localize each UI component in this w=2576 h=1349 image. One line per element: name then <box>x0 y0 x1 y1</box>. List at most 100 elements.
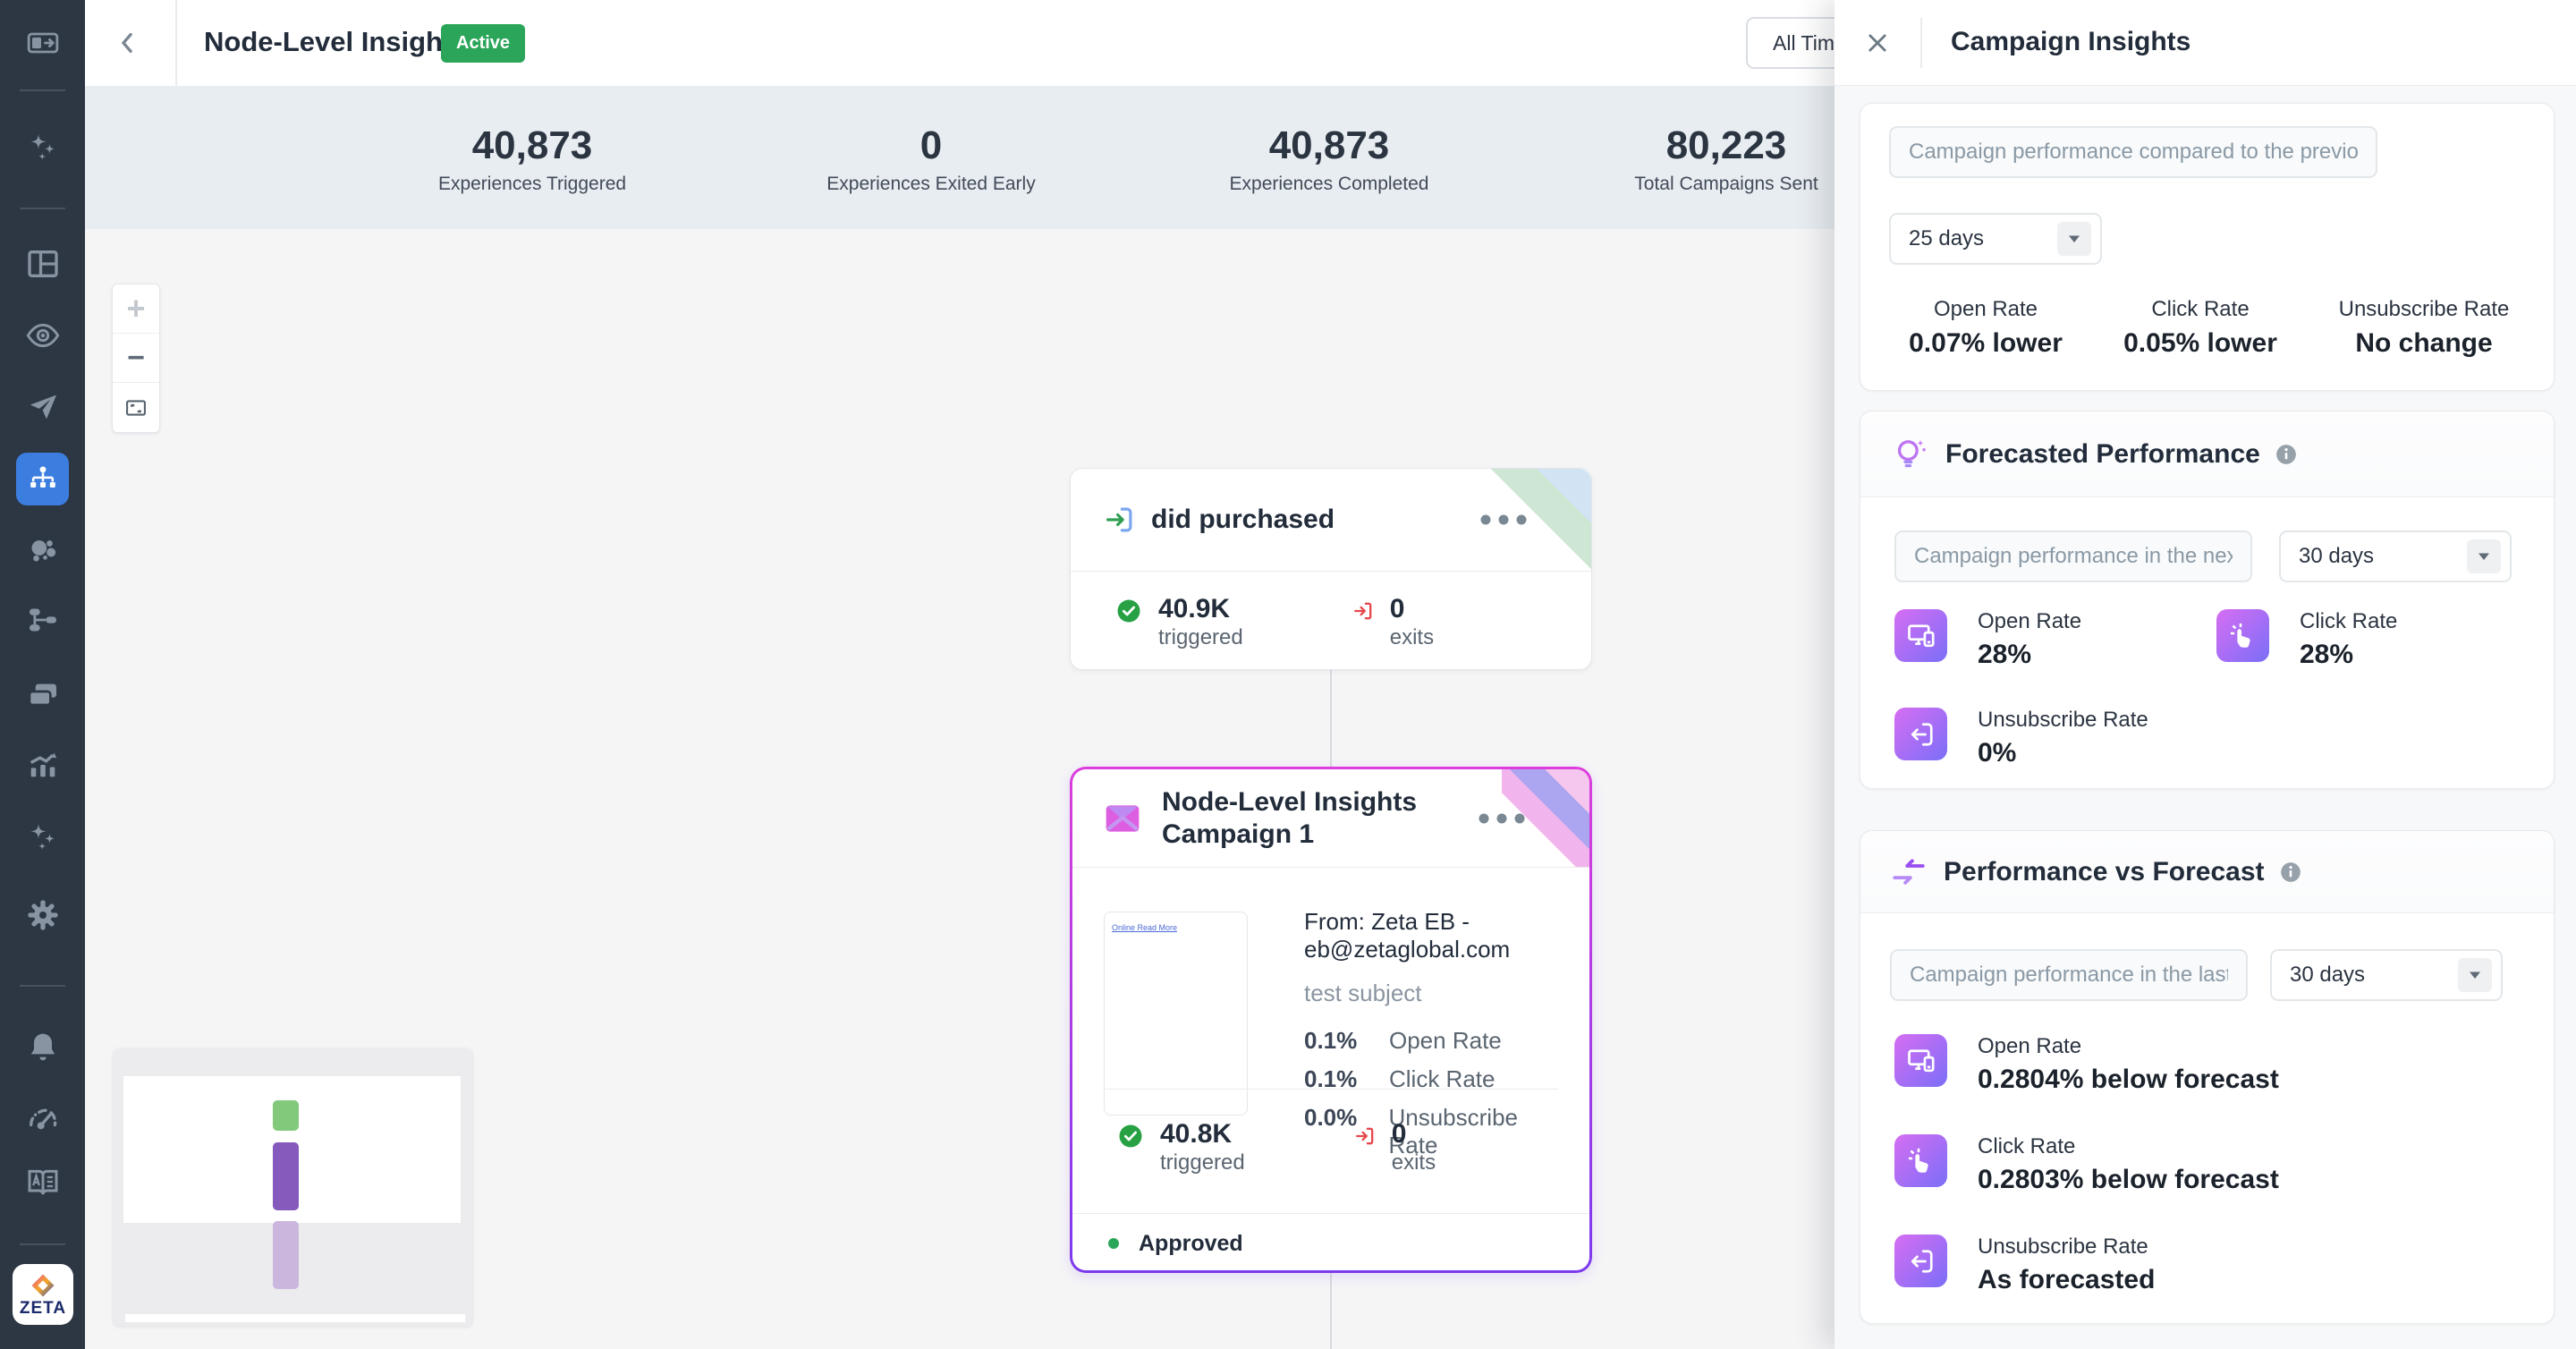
panel-title: Campaign Insights <box>1951 27 2191 56</box>
dashboard-icon[interactable] <box>24 245 62 283</box>
sidebar-item-journeys-active[interactable] <box>16 453 69 505</box>
node-did-purchased[interactable]: did purchased 40.9K triggered <box>1070 468 1592 670</box>
email-subject: test subject <box>1304 980 1422 1006</box>
node-menu-button[interactable] <box>1477 813 1529 824</box>
exits-value: 0 <box>1391 1119 1407 1149</box>
rate-row: 0.0% Unsubscribe Rate <box>1304 1104 1518 1158</box>
stat-experiences-completed: 40,873 Experiences Completed <box>1229 123 1429 194</box>
node-title: did purchased <box>1151 505 1335 534</box>
vs-forecast-period-select[interactable]: 30 days <box>2270 949 2503 1001</box>
metric-open-rate: Open Rate 0.07% lower <box>1909 297 2063 358</box>
email-preview-links: Online Read More <box>1112 923 1178 932</box>
journey-flow-icon <box>30 465 55 488</box>
active-status-badge: Active <box>441 24 526 63</box>
open-rate-tile-icon <box>1894 609 1947 662</box>
card-header: Performance vs Forecast <box>1860 831 2554 913</box>
unsubscribe-rate-tile-icon <box>1894 708 1947 760</box>
fit-view-button[interactable] <box>113 383 159 432</box>
close-icon <box>1868 34 1886 52</box>
divider <box>1920 18 1922 68</box>
rate-row: 0.1% Open Rate <box>1304 1027 1502 1054</box>
email-campaign-icon <box>1106 804 1140 832</box>
chevron-down-icon <box>2467 539 2501 573</box>
close-panel-button[interactable] <box>1860 25 1895 61</box>
fit-view-icon <box>126 399 146 416</box>
content-cards-icon[interactable] <box>24 677 62 715</box>
divider <box>20 985 65 987</box>
target-icon[interactable] <box>24 317 62 354</box>
forecasted-period-select[interactable]: 30 days <box>2279 530 2512 582</box>
triggered-label: triggered <box>1160 1150 1245 1175</box>
stat-experiences-exited: 0 Experiences Exited Early <box>826 123 1036 194</box>
compare-arrows-icon <box>1893 858 1925 885</box>
analytics-chart-icon[interactable] <box>24 746 62 784</box>
campaign-insights-panel: Campaign Insights 25 days Open Rate 0.07… <box>1835 0 2576 1349</box>
open-rate-tile-icon <box>1894 1034 1947 1087</box>
zeta-logo[interactable]: ZETA <box>13 1264 73 1325</box>
click-rate-tile-icon <box>2216 609 2269 662</box>
sparkles-icon[interactable] <box>24 129 62 166</box>
node-campaign-selected[interactable]: Node-Level Insights Campaign 1 Online Re… <box>1070 767 1592 1273</box>
node-stats-row: 40.9K triggered 0 exits <box>1071 572 1591 650</box>
settings-gear-icon[interactable] <box>24 896 62 934</box>
back-button[interactable] <box>110 25 146 61</box>
sparkles-icon[interactable] <box>24 819 62 856</box>
send-plane-icon[interactable] <box>24 388 62 426</box>
divider <box>20 208 65 209</box>
status-dot-icon <box>1108 1238 1119 1249</box>
zeta-wordmark: ZETA <box>19 1299 67 1318</box>
click-rate-tile-icon <box>1894 1134 1947 1187</box>
info-icon[interactable] <box>2275 443 2298 466</box>
forecast-click-rate: Click Rate 28% <box>2300 609 2398 669</box>
status-badge: Approved <box>1139 1230 1243 1256</box>
vs-open-rate: Open Rate 0.2804% below forecast <box>1978 1034 2279 1094</box>
campaign-node-title: Node-Level Insights Campaign 1 <box>1162 786 1418 849</box>
node-menu-button[interactable] <box>1479 514 1530 525</box>
exit-icon <box>1353 602 1372 620</box>
zeta-diamond-icon <box>31 1274 55 1297</box>
zoom-in-button[interactable]: + <box>113 284 159 334</box>
triggered-stat: 40.8K triggered <box>1117 1120 1245 1175</box>
check-circle-icon <box>1117 599 1140 623</box>
exits-value: 0 <box>1389 594 1405 624</box>
forecasted-filter-input[interactable] <box>1894 530 2252 582</box>
sidebar-collapse-icon[interactable] <box>24 24 62 62</box>
divider <box>20 1243 65 1245</box>
plus-icon: + <box>126 290 146 327</box>
email-preview-thumbnail[interactable]: Online Read More <box>1104 912 1248 1116</box>
forecast-unsubscribe-rate: Unsubscribe Rate 0% <box>1978 708 2148 768</box>
exits-label: exits <box>1391 1150 1436 1175</box>
triggered-value: 40.9K <box>1158 594 1231 624</box>
vs-click-rate: Click Rate 0.2803% below forecast <box>1978 1134 2279 1194</box>
campaign-node-header: Node-Level Insights Campaign 1 <box>1072 769 1589 868</box>
chevron-down-icon <box>2458 958 2492 992</box>
forecasted-performance-card: Forecasted Performance 30 days Open Rate… <box>1860 411 2555 789</box>
stat-experiences-triggered: 40,873 Experiences Triggered <box>437 123 627 194</box>
edge-campaign-down <box>1330 1273 1332 1349</box>
compared-performance-card: 25 days Open Rate 0.07% lower Click Rate… <box>1860 103 2555 391</box>
card-title: Forecasted Performance <box>1945 438 2260 469</box>
canvas-minimap[interactable] <box>114 1048 472 1326</box>
zoom-out-button[interactable]: − <box>113 334 159 383</box>
unsubscribe-rate-tile-icon <box>1894 1234 1947 1287</box>
triggered-value: 40.8K <box>1160 1119 1233 1149</box>
knowledge-book-icon[interactable] <box>24 1163 62 1201</box>
chevron-left-icon <box>121 33 132 53</box>
check-circle-icon <box>1119 1124 1142 1148</box>
canvas-zoom-controls: + − <box>112 284 160 433</box>
notifications-bell-icon[interactable] <box>24 1029 62 1066</box>
audience-cluster-icon[interactable] <box>24 531 62 569</box>
compared-performance-filter-input[interactable] <box>1889 126 2377 178</box>
info-icon[interactable] <box>2279 861 2302 884</box>
email-from: From: Zeta EB - eb@zetaglobal.com <box>1304 908 1511 963</box>
compared-period-select[interactable]: 25 days <box>1889 213 2102 265</box>
exits-stat: 0 exits <box>1351 595 1434 650</box>
vs-forecast-filter-input[interactable] <box>1890 949 2248 1001</box>
minimap-node-trigger <box>273 1100 299 1131</box>
edge-trigger-to-campaign <box>1330 670 1332 767</box>
rate-row: 0.1% Click Rate <box>1304 1065 1496 1092</box>
gauge-icon[interactable] <box>24 1099 62 1137</box>
split-branch-icon[interactable] <box>24 601 62 639</box>
lightbulb-icon <box>1897 439 1926 467</box>
